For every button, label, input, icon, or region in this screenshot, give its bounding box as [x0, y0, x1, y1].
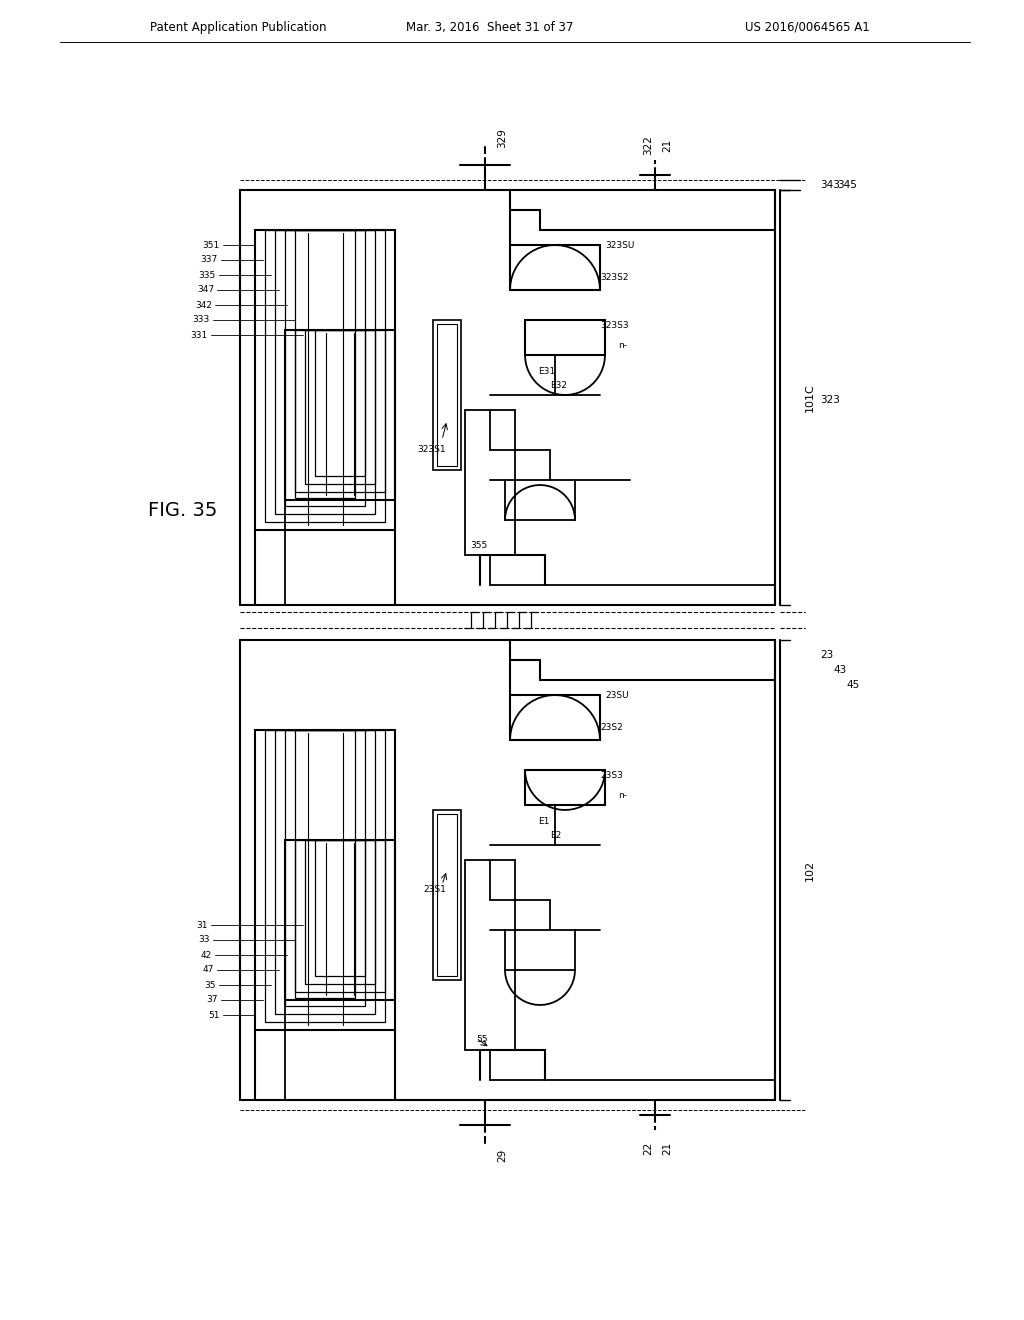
Text: 355: 355	[471, 540, 488, 549]
Text: 345: 345	[837, 180, 857, 190]
Text: 323SU: 323SU	[605, 240, 635, 249]
Text: 23S1: 23S1	[423, 886, 446, 895]
Bar	[315, 330, 365, 477]
Text: 35: 35	[205, 981, 216, 990]
Text: n-: n-	[618, 791, 627, 800]
Text: 337: 337	[201, 256, 218, 264]
Bar	[265, 730, 385, 1022]
Text: 323: 323	[820, 395, 840, 405]
Bar	[437, 323, 457, 466]
Text: 331: 331	[190, 330, 208, 339]
Bar	[315, 840, 365, 975]
Bar	[265, 230, 385, 521]
Text: 55: 55	[476, 1035, 488, 1044]
Text: 342: 342	[195, 301, 212, 309]
Text: E2: E2	[550, 830, 561, 840]
Text: E31: E31	[538, 367, 555, 376]
Text: 21: 21	[662, 139, 672, 152]
Text: 23S3: 23S3	[600, 771, 623, 780]
Bar	[295, 330, 385, 492]
Text: 343: 343	[820, 180, 840, 190]
Bar	[295, 730, 355, 998]
Text: 42: 42	[201, 950, 212, 960]
Text: 47: 47	[203, 965, 214, 974]
Bar	[285, 730, 365, 1006]
Text: 333: 333	[193, 315, 210, 325]
Bar	[295, 840, 385, 993]
Text: E1: E1	[538, 817, 549, 826]
Bar	[433, 810, 461, 979]
Text: FIG. 35: FIG. 35	[148, 500, 217, 520]
Text: n-: n-	[618, 341, 627, 350]
Bar	[437, 814, 457, 975]
Text: 23SU: 23SU	[605, 690, 629, 700]
Bar	[433, 319, 461, 470]
Bar	[255, 230, 395, 531]
Text: 335: 335	[199, 271, 216, 280]
Text: Mar. 3, 2016  Sheet 31 of 37: Mar. 3, 2016 Sheet 31 of 37	[407, 21, 573, 33]
Text: E32: E32	[550, 380, 567, 389]
Bar	[275, 230, 375, 513]
Text: 33: 33	[199, 936, 210, 945]
Text: 21: 21	[662, 1142, 672, 1155]
Text: Patent Application Publication: Patent Application Publication	[150, 21, 327, 33]
Text: 323S3: 323S3	[600, 321, 629, 330]
Text: US 2016/0064565 A1: US 2016/0064565 A1	[745, 21, 870, 33]
Text: 101C: 101C	[805, 384, 815, 412]
Text: 347: 347	[197, 285, 214, 294]
Bar	[275, 730, 375, 1014]
Bar	[285, 230, 365, 506]
Text: 102: 102	[805, 859, 815, 880]
Bar	[295, 230, 355, 498]
Bar	[305, 330, 375, 484]
Text: 43: 43	[833, 665, 846, 675]
Text: 37: 37	[207, 995, 218, 1005]
Bar	[285, 840, 395, 1001]
Text: 23: 23	[820, 649, 834, 660]
Bar	[305, 840, 375, 983]
Text: 323S1: 323S1	[418, 446, 446, 454]
Bar	[285, 330, 395, 500]
Text: 323S2: 323S2	[600, 273, 629, 282]
Text: 329: 329	[497, 128, 507, 148]
Text: 322: 322	[643, 135, 653, 154]
Text: 31: 31	[197, 920, 208, 929]
Text: 23S2: 23S2	[600, 723, 623, 733]
Text: 351: 351	[203, 240, 220, 249]
Text: 45: 45	[846, 680, 859, 690]
Bar	[255, 730, 395, 1030]
Text: 29: 29	[497, 1148, 507, 1162]
Text: 22: 22	[643, 1142, 653, 1155]
Text: 51: 51	[209, 1011, 220, 1019]
